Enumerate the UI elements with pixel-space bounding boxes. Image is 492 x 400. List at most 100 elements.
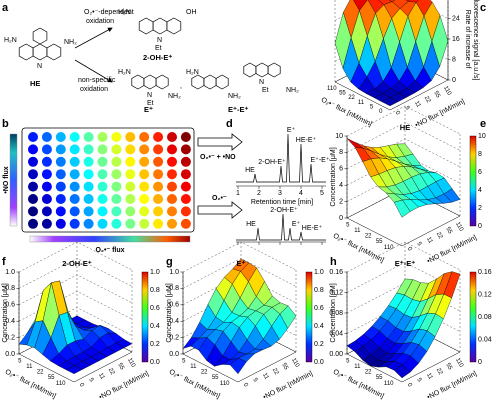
atom: N xyxy=(147,92,152,99)
x-tick-label: 5 xyxy=(370,105,374,111)
well xyxy=(28,206,38,217)
z-tick-label: 0 xyxy=(452,77,456,84)
well xyxy=(153,194,164,204)
colorbar xyxy=(141,271,149,363)
z-axis-label: Concentration [μM] xyxy=(166,283,173,342)
well xyxy=(28,169,38,180)
well xyxy=(139,144,150,155)
ring xyxy=(267,62,281,78)
atom: NH₂ xyxy=(64,39,77,46)
well xyxy=(167,181,177,192)
colorbar-tick-label: 1.0 xyxy=(314,269,324,276)
colorbar-tick-label: 0 xyxy=(478,223,482,230)
atom: NH₂ xyxy=(168,93,181,100)
x-tick-label: 22 xyxy=(365,370,372,376)
well xyxy=(180,194,191,204)
z-tick-label: 2 xyxy=(339,198,343,205)
y-tick-label: 11 xyxy=(413,100,422,109)
compound-name: 2-OH-E⁺ xyxy=(143,53,172,62)
surface-patch xyxy=(229,357,247,375)
well xyxy=(125,156,136,167)
well xyxy=(69,169,80,180)
atom: N xyxy=(259,79,264,86)
x-tick-label: 110 xyxy=(220,381,230,387)
z-axis-label: Concentration [μM] xyxy=(330,283,337,342)
well xyxy=(28,156,38,167)
colorbar-tick-label: 0 xyxy=(478,359,482,366)
peak-label: 2-OH-E⁺ xyxy=(270,207,298,214)
well xyxy=(139,132,150,142)
well xyxy=(153,156,164,167)
chromatogram xyxy=(236,133,326,183)
arrow-label: non-specific xyxy=(78,77,116,84)
x-axis-label: O₂•⁻ flux [nM/min] xyxy=(332,368,385,400)
well xyxy=(69,181,80,192)
colorbar-tick-label: 0.16 xyxy=(478,269,492,276)
well xyxy=(180,218,191,229)
z-tick-label: 0.0 xyxy=(5,351,15,358)
well xyxy=(55,132,66,142)
well xyxy=(69,156,80,167)
well xyxy=(55,218,66,229)
well xyxy=(180,181,191,192)
colorbar-tick-label: 0.080 xyxy=(478,314,492,321)
ring xyxy=(138,17,154,35)
y-tick-label: 55 xyxy=(116,362,125,371)
x-tick-label: 110 xyxy=(384,381,394,387)
well xyxy=(41,194,52,204)
surface-patch xyxy=(388,0,396,2)
chromatogram xyxy=(236,213,326,241)
ring xyxy=(46,43,62,61)
y-axis-label: •NO flux [nM/min] xyxy=(414,98,466,129)
z-tick-label: 0.12 xyxy=(329,289,343,296)
well xyxy=(167,218,177,229)
panel-title: E⁺ xyxy=(237,259,246,268)
plate xyxy=(21,127,195,233)
well xyxy=(111,169,122,180)
colorbar-tick-label: 8 xyxy=(478,151,482,158)
x-tick-label: 11 xyxy=(358,100,365,106)
peak-label: 2-OH-E⁺ xyxy=(258,159,286,166)
well xyxy=(111,206,122,217)
x-tick-label: 110 xyxy=(327,86,337,92)
well xyxy=(153,144,164,155)
y-tick-label: 11 xyxy=(261,372,270,381)
x-tick-label: 22 xyxy=(365,234,372,240)
surface-patch xyxy=(393,199,411,218)
well xyxy=(139,194,150,204)
colorbar-tick-label: 10 xyxy=(478,133,486,140)
colorbar xyxy=(305,271,313,363)
y-tick-label: 5 xyxy=(415,377,422,383)
x-tick-label: 22 xyxy=(37,370,44,376)
y-tick-label: 11 xyxy=(425,372,434,381)
ring xyxy=(155,74,169,90)
ring xyxy=(18,43,34,61)
arrow xyxy=(74,27,113,49)
well xyxy=(55,156,66,167)
atom: NH₂ xyxy=(286,87,299,94)
well xyxy=(69,206,80,217)
ring xyxy=(32,43,48,61)
atom: H₂N xyxy=(118,9,131,16)
z-tick-label: 0.2 xyxy=(5,334,15,341)
well xyxy=(28,218,38,229)
well xyxy=(111,218,122,229)
atom: NH₂ xyxy=(228,93,241,100)
well xyxy=(69,218,80,229)
x-tick-label: 11 xyxy=(190,364,197,370)
well xyxy=(167,206,177,217)
colorbar-tick-label: 0.4 xyxy=(314,323,324,330)
well xyxy=(28,132,38,142)
wall-grid xyxy=(18,274,133,306)
axis-label: O₂•⁻ flux xyxy=(95,247,124,254)
colorbar-tick-label: 0.0 xyxy=(150,359,160,366)
panel-title: 2-OH-E⁺ xyxy=(62,259,91,268)
y-tick-label: 0 xyxy=(394,110,401,116)
well xyxy=(55,206,66,217)
well xyxy=(153,169,164,180)
z-tick-label: 0 xyxy=(339,215,343,222)
axis-label: •NO flux xyxy=(3,166,10,193)
axis-label: Retention time [min] xyxy=(251,199,313,206)
well xyxy=(111,144,122,155)
well xyxy=(41,144,52,155)
